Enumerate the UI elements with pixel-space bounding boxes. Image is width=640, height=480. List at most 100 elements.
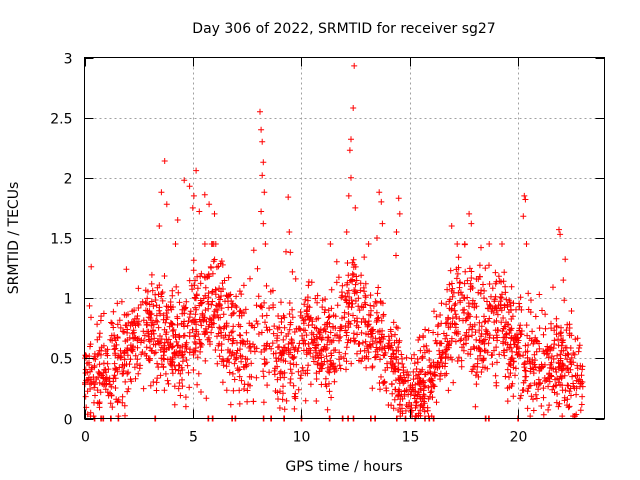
data-point-marker xyxy=(214,333,220,340)
data-point-marker xyxy=(274,335,281,342)
data-point-marker xyxy=(278,299,284,306)
data-point-marker xyxy=(86,302,93,309)
data-point-marker xyxy=(389,390,396,397)
data-point-marker xyxy=(337,333,344,340)
data-point-marker xyxy=(485,340,492,347)
data-point-marker xyxy=(105,366,112,373)
data-point-marker xyxy=(504,385,511,392)
data-point-marker xyxy=(570,350,577,357)
data-point-marker xyxy=(564,365,571,371)
data-point-marker xyxy=(419,395,426,402)
data-point-marker xyxy=(493,382,500,389)
data-point-marker xyxy=(157,333,163,339)
data-point-marker xyxy=(555,403,562,410)
data-point-marker xyxy=(417,385,424,392)
data-point-marker xyxy=(468,268,475,275)
data-point-marker xyxy=(297,375,304,382)
data-point-marker xyxy=(100,310,107,317)
data-point-marker xyxy=(250,247,257,254)
data-point-marker xyxy=(244,398,251,405)
data-point-marker xyxy=(443,301,450,308)
data-point-marker xyxy=(110,308,117,315)
data-point-marker xyxy=(362,280,369,287)
data-point-marker xyxy=(455,328,461,335)
data-point-marker xyxy=(342,350,349,357)
data-point-marker xyxy=(381,333,387,340)
data-point-marker xyxy=(508,325,515,332)
data-point-marker xyxy=(428,377,435,384)
data-point-marker xyxy=(255,331,262,337)
data-point-marker xyxy=(238,358,245,365)
data-point-marker xyxy=(462,268,469,275)
data-point-marker xyxy=(386,337,393,344)
data-point-marker xyxy=(476,337,483,344)
data-point-marker xyxy=(348,360,355,367)
data-point-marker xyxy=(426,357,433,363)
data-point-marker xyxy=(149,319,156,326)
data-point-marker xyxy=(181,177,188,184)
data-point-marker xyxy=(419,366,426,373)
data-point-marker xyxy=(227,401,234,408)
data-point-marker xyxy=(156,340,162,347)
data-point-marker xyxy=(162,331,169,338)
data-point-marker xyxy=(350,256,357,263)
data-point-marker xyxy=(88,263,95,270)
data-point-marker xyxy=(253,302,260,309)
data-point-marker xyxy=(564,396,571,403)
data-point-marker xyxy=(123,266,130,273)
data-point-marker xyxy=(305,313,312,320)
data-point-marker xyxy=(280,336,287,343)
data-point-marker xyxy=(390,319,397,326)
data-point-marker xyxy=(194,354,201,361)
data-point-marker xyxy=(218,358,225,365)
data-point-marker xyxy=(91,362,98,369)
data-point-marker xyxy=(342,327,349,334)
data-point-marker xyxy=(162,370,169,377)
data-point-marker xyxy=(152,349,159,356)
data-point-marker xyxy=(250,398,257,405)
data-point-marker xyxy=(153,317,159,324)
data-point-marker xyxy=(279,349,286,356)
data-point-marker xyxy=(307,381,314,388)
data-point-marker xyxy=(478,323,485,330)
data-point-marker xyxy=(236,332,243,338)
data-point-marker xyxy=(201,316,208,323)
data-point-marker xyxy=(350,330,357,337)
data-point-marker xyxy=(489,361,496,368)
data-point-marker xyxy=(132,352,139,359)
data-point-marker xyxy=(367,312,374,319)
data-point-marker xyxy=(470,343,477,350)
data-point-marker xyxy=(162,319,169,326)
data-point-marker xyxy=(187,346,194,353)
data-point-marker xyxy=(190,192,197,199)
x-tick-label: 20 xyxy=(510,430,528,446)
data-point-marker xyxy=(132,375,139,382)
data-point-marker xyxy=(246,373,253,380)
data-point-marker xyxy=(261,356,268,363)
data-point-marker xyxy=(308,279,315,286)
data-point-marker xyxy=(137,301,144,308)
data-point-marker xyxy=(228,352,235,359)
data-point-marker xyxy=(372,354,379,361)
data-point-marker xyxy=(125,369,132,376)
data-point-marker xyxy=(299,314,306,321)
data-point-marker xyxy=(392,386,399,393)
data-point-marker xyxy=(506,374,512,381)
data-point-marker xyxy=(140,328,147,335)
data-point-marker xyxy=(258,349,265,355)
data-point-marker xyxy=(202,330,208,337)
data-point-marker xyxy=(562,387,569,394)
data-point-marker xyxy=(452,338,459,345)
data-point-marker xyxy=(223,363,230,370)
data-point-marker xyxy=(572,372,579,379)
data-point-marker xyxy=(293,361,300,368)
data-point-marker xyxy=(176,380,183,386)
data-point-marker xyxy=(373,344,380,351)
data-point-marker xyxy=(286,311,293,317)
data-point-marker xyxy=(305,322,312,329)
data-point-marker xyxy=(183,298,190,305)
data-point-marker xyxy=(257,108,263,115)
data-point-marker xyxy=(454,358,461,364)
data-point-marker xyxy=(469,323,476,330)
data-point-marker xyxy=(169,370,176,377)
